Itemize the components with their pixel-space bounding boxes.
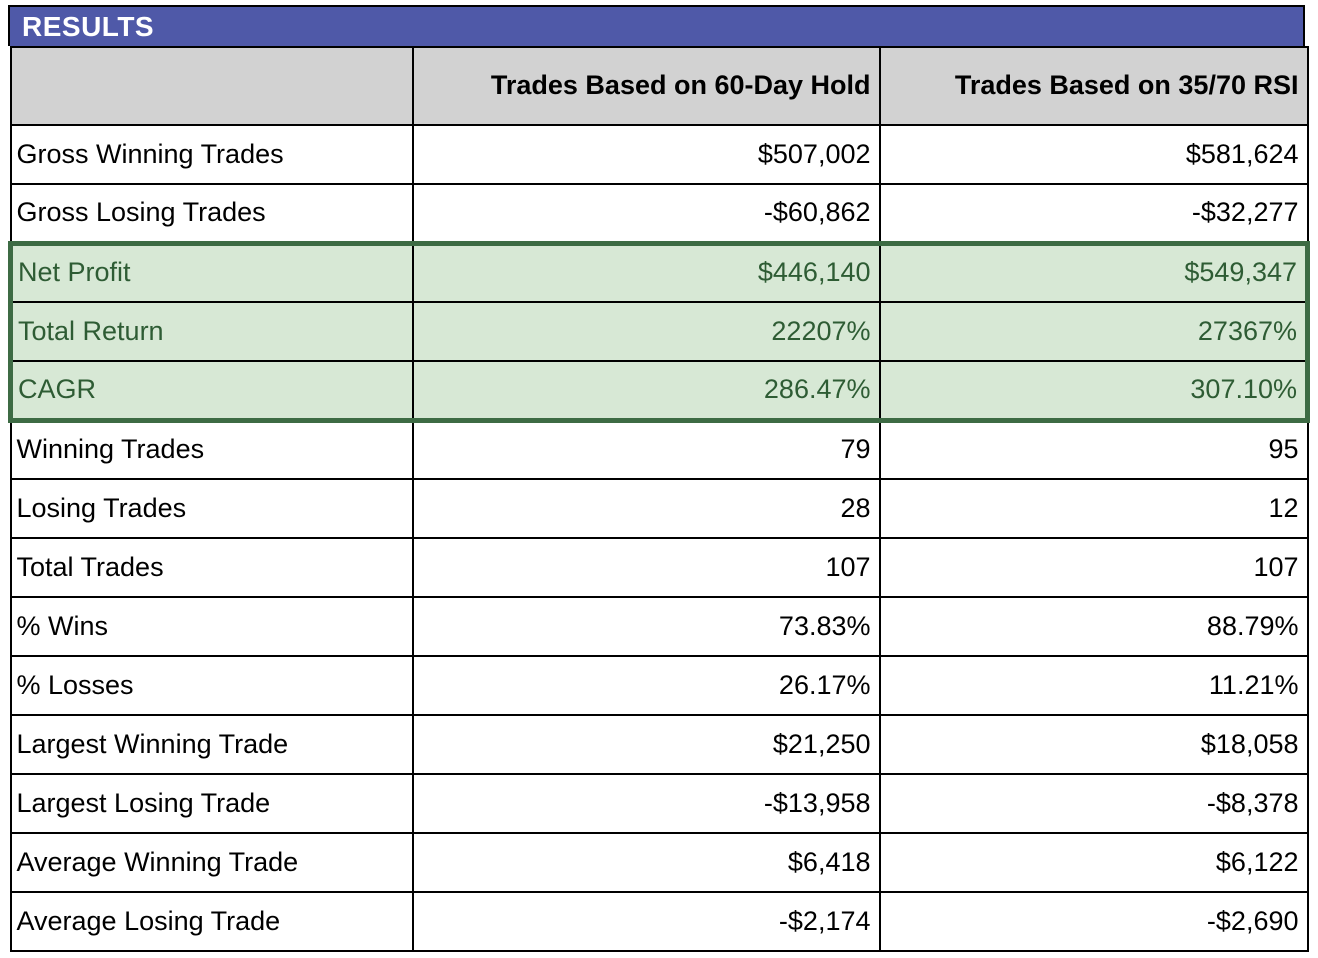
value-cell-35-70-rsi: 107 xyxy=(878,537,1309,598)
row-label: % Wins xyxy=(9,596,414,657)
row-label: Largest Losing Trade xyxy=(9,773,414,834)
results-table-header: Trades Based on 60-Day Hold Trades Based… xyxy=(9,46,1309,126)
table-row: Largest Losing Trade -$13,958 -$8,378 xyxy=(9,773,1309,834)
header-cell-empty xyxy=(9,46,414,126)
table-row: Average Winning Trade $6,418 $6,122 xyxy=(9,832,1309,893)
page-title: RESULTS xyxy=(22,10,155,42)
table-row: Total Trades 107 107 xyxy=(9,537,1309,598)
table-row: Losing Trades 28 12 xyxy=(9,478,1309,539)
table-row: CAGR 286.47% 307.10% xyxy=(8,360,1310,423)
table-row: Total Return 22207% 27367% xyxy=(8,301,1310,362)
value-cell-35-70-rsi: 12 xyxy=(878,478,1309,539)
row-label: Losing Trades xyxy=(9,478,414,539)
value-cell-35-70-rsi: 88.79% xyxy=(878,596,1309,657)
row-label: CAGR xyxy=(8,360,414,423)
value-cell-35-70-rsi: 27367% xyxy=(878,301,1310,362)
table-row: Net Profit $446,140 $549,347 xyxy=(8,240,1310,303)
value-cell-35-70-rsi: 11.21% xyxy=(878,655,1309,716)
value-cell-60day-hold: 107 xyxy=(411,537,881,598)
row-label: Gross Winning Trades xyxy=(9,124,414,185)
value-cell-60day-hold: 73.83% xyxy=(411,596,881,657)
row-label: Net Profit xyxy=(8,240,414,303)
value-cell-35-70-rsi: -$2,690 xyxy=(878,891,1309,952)
row-label: Gross Losing Trades xyxy=(9,183,414,244)
value-cell-35-70-rsi: $18,058 xyxy=(878,714,1309,775)
table-row: Gross Losing Trades -$60,862 -$32,277 xyxy=(9,183,1309,244)
value-cell-60day-hold: 28 xyxy=(411,478,881,539)
table-row: Gross Winning Trades $507,002 $581,624 xyxy=(9,124,1309,185)
row-label: % Losses xyxy=(9,655,414,716)
results-title-bar: RESULTS xyxy=(8,5,1305,46)
table-row: Winning Trades 79 95 xyxy=(9,419,1309,480)
value-cell-60day-hold: -$13,958 xyxy=(411,773,881,834)
value-cell-60day-hold: 22207% xyxy=(411,301,881,362)
value-cell-35-70-rsi: 95 xyxy=(878,419,1309,480)
value-cell-35-70-rsi: -$32,277 xyxy=(878,183,1309,244)
value-cell-35-70-rsi: $6,122 xyxy=(878,832,1309,893)
row-label: Total Return xyxy=(8,301,414,362)
value-cell-60day-hold: $6,418 xyxy=(411,832,881,893)
value-cell-60day-hold: -$2,174 xyxy=(411,891,881,952)
table-row: % Losses 26.17% 11.21% xyxy=(9,655,1309,716)
row-label: Average Losing Trade xyxy=(9,891,414,952)
row-label: Largest Winning Trade xyxy=(9,714,414,775)
table-row: Largest Winning Trade $21,250 $18,058 xyxy=(9,714,1309,775)
value-cell-35-70-rsi: 307.10% xyxy=(878,360,1310,423)
value-cell-35-70-rsi: -$8,378 xyxy=(878,773,1309,834)
results-table: Trades Based on 60-Day Hold Trades Based… xyxy=(8,46,1310,952)
value-cell-60day-hold: 26.17% xyxy=(411,655,881,716)
value-cell-60day-hold: $21,250 xyxy=(411,714,881,775)
results-sheet: RESULTS Trades Based on 60-Day Hold Trad… xyxy=(8,5,1310,952)
header-cell-60day-hold: Trades Based on 60-Day Hold xyxy=(411,46,881,126)
table-row: % Wins 73.83% 88.79% xyxy=(9,596,1309,657)
value-cell-35-70-rsi: $549,347 xyxy=(878,240,1310,303)
value-cell-60day-hold: 79 xyxy=(411,419,881,480)
results-table-body: Gross Winning Trades $507,002 $581,624 Gros… xyxy=(8,124,1310,952)
value-cell-60day-hold: $507,002 xyxy=(411,124,881,185)
table-row: Average Losing Trade -$2,174 -$2,690 xyxy=(9,891,1309,952)
header-cell-35-70-rsi: Trades Based on 35/70 RSI xyxy=(878,46,1309,126)
row-label: Winning Trades xyxy=(9,419,414,480)
value-cell-60day-hold: -$60,862 xyxy=(411,183,881,244)
row-label: Average Winning Trade xyxy=(9,832,414,893)
value-cell-60day-hold: $446,140 xyxy=(411,240,881,303)
row-label: Total Trades xyxy=(9,537,414,598)
value-cell-35-70-rsi: $581,624 xyxy=(878,124,1309,185)
header-row: Trades Based on 60-Day Hold Trades Based… xyxy=(9,46,1309,126)
value-cell-60day-hold: 286.47% xyxy=(411,360,881,423)
